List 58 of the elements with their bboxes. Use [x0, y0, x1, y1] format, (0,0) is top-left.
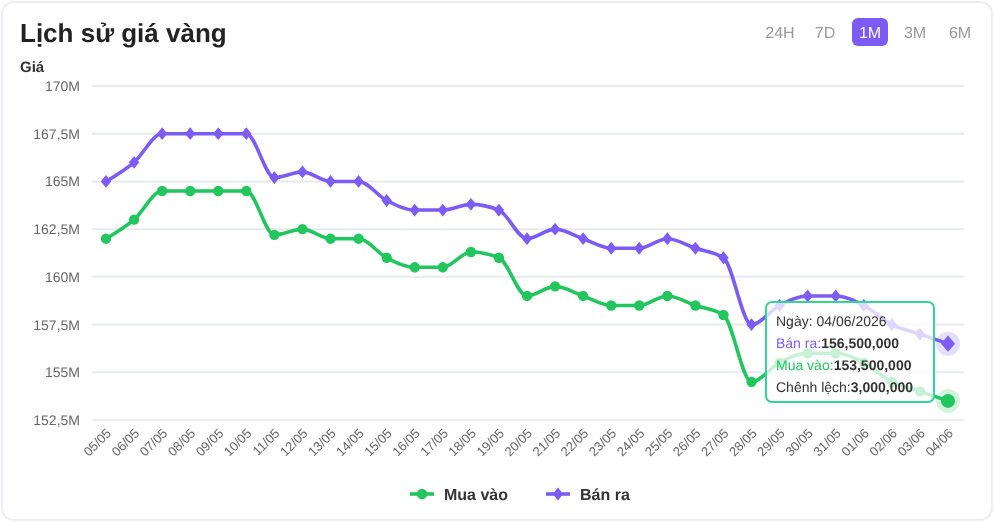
point: [353, 233, 364, 244]
legend-label: Bán ra: [580, 486, 631, 504]
point: [718, 251, 729, 265]
point: [185, 127, 196, 141]
legend-label: Mua vào: [444, 486, 509, 504]
point: [634, 300, 645, 311]
point: [662, 232, 673, 246]
point: [325, 175, 336, 188]
point: [718, 309, 729, 321]
point: [690, 300, 701, 311]
point: [549, 281, 561, 292]
point: [297, 165, 308, 179]
point: [185, 185, 196, 197]
point: [100, 175, 112, 188]
point: [746, 318, 757, 331]
point: [493, 203, 505, 217]
point: [128, 155, 140, 169]
point: [634, 241, 645, 255]
point: [437, 203, 448, 217]
point: [606, 300, 617, 311]
point: [521, 290, 533, 302]
point: [606, 241, 617, 255]
point: [521, 232, 533, 246]
chart-title: Lịch sử giá vàng: [20, 18, 227, 48]
point: [437, 262, 448, 273]
point: [325, 233, 336, 244]
point: [128, 214, 140, 225]
point: [269, 171, 280, 185]
point: [549, 222, 561, 236]
point: [662, 290, 673, 302]
point: [381, 252, 392, 263]
point: [465, 197, 477, 211]
text: 1M: [858, 24, 882, 42]
text: 3M: [903, 24, 927, 42]
point: [409, 262, 420, 273]
point: [213, 127, 224, 141]
point: [577, 232, 589, 246]
point: [297, 223, 308, 235]
point: [690, 241, 701, 255]
text: 24H: [765, 24, 796, 42]
point: [100, 233, 112, 244]
point: [156, 185, 168, 197]
point: [493, 252, 505, 263]
point: [269, 229, 280, 241]
point: [241, 185, 252, 197]
point: [213, 185, 224, 197]
point: [830, 289, 841, 303]
text: 7D: [814, 24, 836, 42]
point: [802, 289, 813, 303]
text: 6M: [948, 24, 972, 42]
point: [746, 376, 757, 388]
point: [156, 127, 168, 141]
point: [241, 127, 252, 141]
point: [381, 194, 392, 207]
point: [409, 203, 420, 217]
point: [465, 246, 477, 258]
point: [577, 290, 589, 302]
point: [353, 175, 364, 188]
